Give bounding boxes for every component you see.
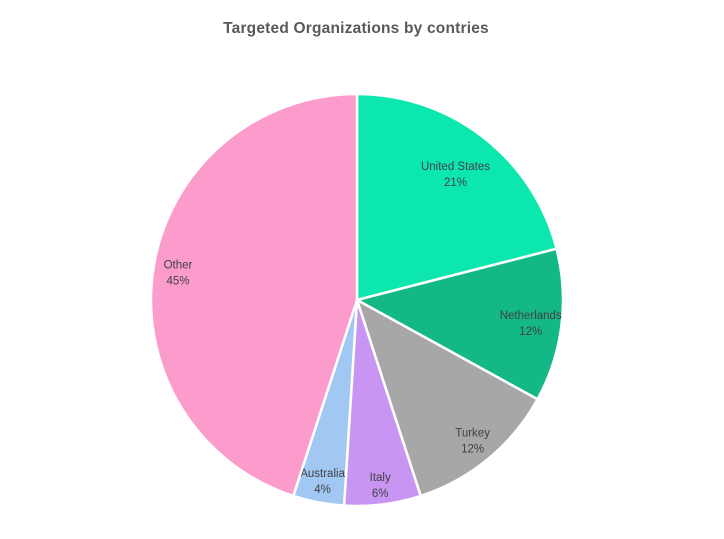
chart-title: Targeted Organizations by contries: [223, 20, 489, 37]
slice-label-italy: Italy 6%: [370, 472, 391, 500]
pie-slice-united-states: [355, 92, 558, 302]
slice-label-netherlands: Netherlands 12%: [500, 310, 562, 338]
slice-label-turkey: Turkey 12%: [455, 428, 490, 456]
pie-slice-turkey: [355, 298, 539, 498]
pie-slice-netherlands: [355, 247, 565, 401]
slice-label-australia: Australia 4%: [300, 468, 345, 496]
pie-slice-other: [149, 92, 359, 498]
slice-label-other: Other 45%: [164, 260, 193, 288]
slice-label-united-states: United States 21%: [421, 161, 490, 189]
